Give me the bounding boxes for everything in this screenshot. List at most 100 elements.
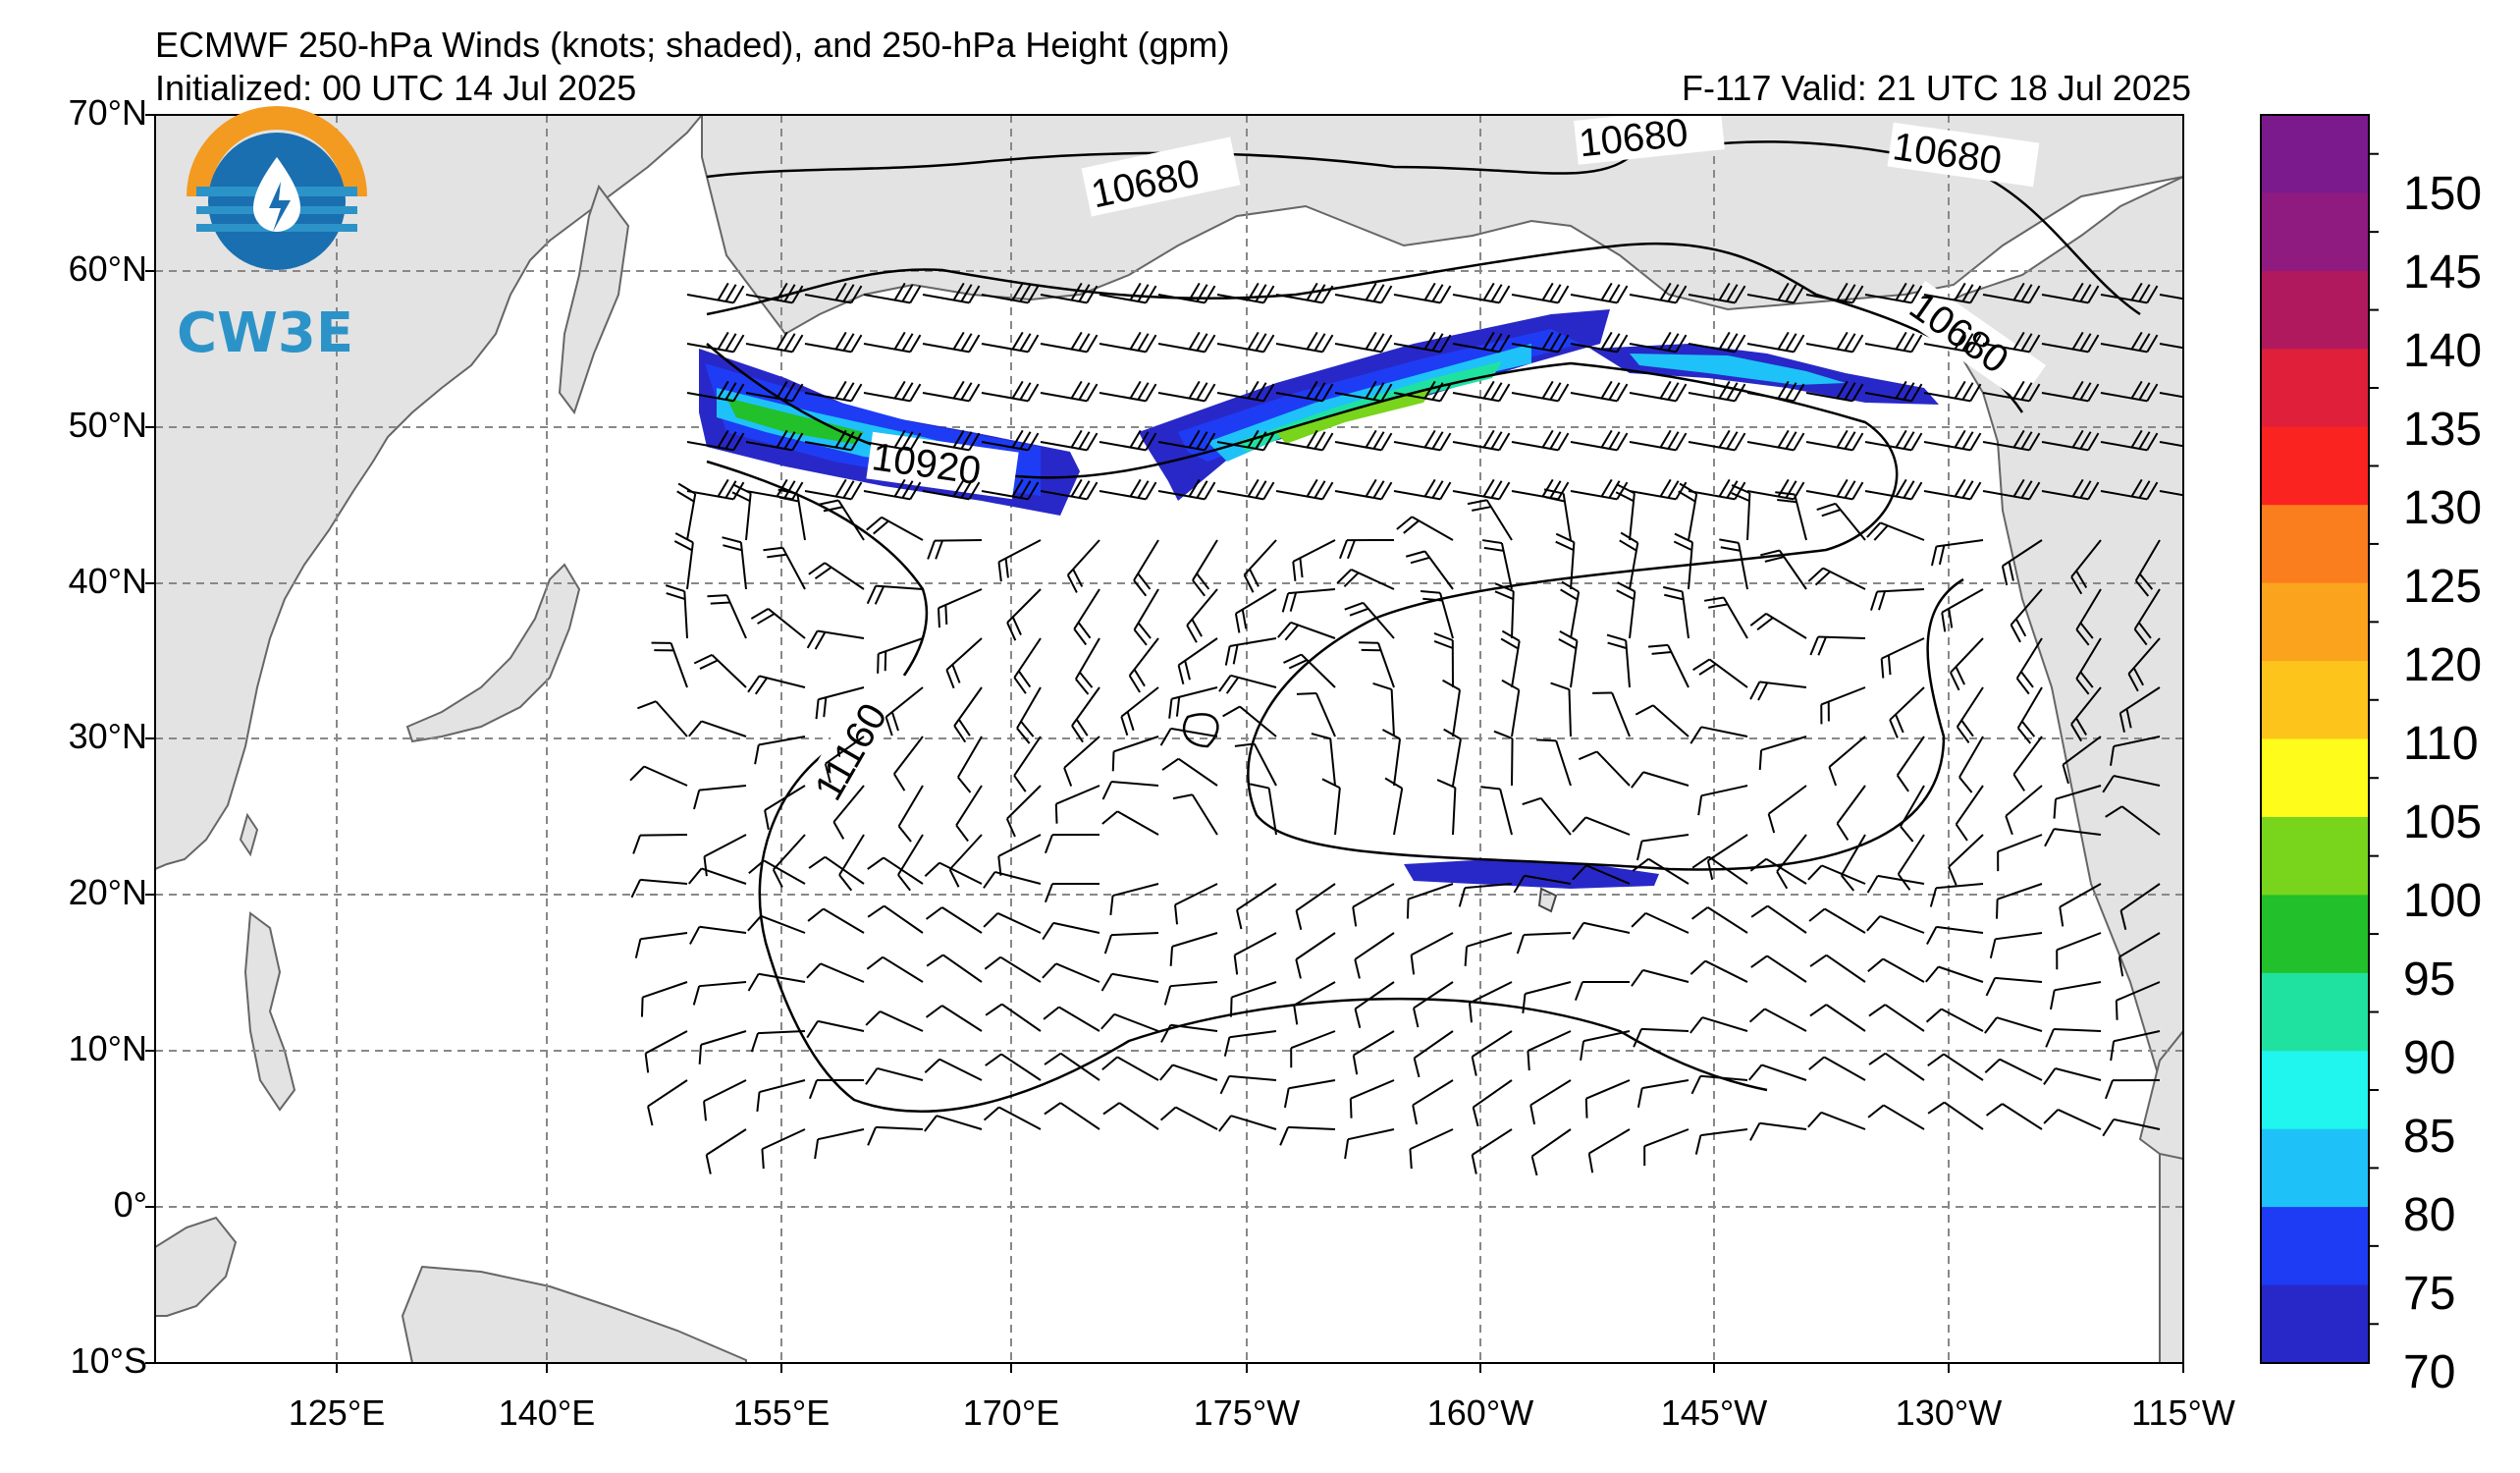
wind-barb-flag <box>2071 282 2084 301</box>
wind-barb <box>1055 962 1100 983</box>
wind-barb <box>897 785 924 827</box>
wind-barb-flag <box>1078 284 1091 302</box>
wind-barb-flag <box>1100 973 1113 992</box>
wind-barb <box>2133 588 2161 630</box>
wind-barb <box>2059 883 2102 908</box>
wind-barb-flag <box>1480 786 1501 791</box>
wind-barb-flag <box>2146 383 2159 402</box>
wind-barb-flag <box>1925 1008 1943 1023</box>
wind-barb-flag <box>2138 333 2151 352</box>
wind-barb-flag <box>1204 334 1216 353</box>
wind-barb-flag <box>732 334 745 353</box>
wind-barb-flag <box>1403 519 1420 534</box>
wind-barb <box>941 1005 983 1032</box>
wind-barb-flag <box>1431 333 1444 352</box>
wind-barb-flag <box>1071 725 1084 743</box>
wind-barb <box>1293 981 1336 1007</box>
wind-barb-flag <box>1137 284 1150 302</box>
wind-barb-flag <box>867 1126 877 1146</box>
wind-barb <box>1006 785 1042 820</box>
wind-barb-flag <box>824 763 831 784</box>
wind-barb-flag <box>842 333 855 352</box>
wind-barb-flag <box>1828 766 1838 787</box>
wind-barb-flag <box>1608 284 1621 302</box>
wind-barb-flag <box>1186 625 1198 643</box>
wind-barb-flag <box>1996 899 1999 919</box>
wind-barb <box>745 294 793 304</box>
wind-barb-flag <box>2012 774 2026 791</box>
wind-barb-flag <box>1572 922 1584 941</box>
wind-barb-flag <box>1380 481 1393 500</box>
wind-barb-flag <box>925 906 943 920</box>
wind-barb-flag <box>1734 481 1746 500</box>
wind-barb-flag <box>764 809 770 830</box>
wind-barb-flag <box>1381 729 1401 740</box>
wind-barb-flag <box>732 481 745 500</box>
wind-barb-flag <box>893 282 906 301</box>
wind-barb-flag <box>1283 1088 1290 1109</box>
wind-barb <box>941 906 983 934</box>
wind-barb <box>823 907 865 934</box>
wind-barb-flag <box>1536 738 1557 742</box>
wind-barb-flag <box>2138 431 2151 450</box>
wind-barb-flag <box>2198 481 2208 498</box>
colorbar-label-120: 120 <box>2403 639 2483 691</box>
colorbar-swatch <box>2261 505 2369 584</box>
wind-barb-flag <box>1867 957 1884 973</box>
wind-barb <box>945 637 983 671</box>
wind-barb <box>773 834 806 871</box>
wind-barb-flag <box>2119 910 2127 930</box>
wind-barb-flag <box>2053 798 2057 819</box>
wind-barb <box>1229 1030 1277 1039</box>
wind-barb <box>1759 1121 1807 1130</box>
wind-barb-flag <box>909 334 922 353</box>
wind-barb-flag <box>2071 429 2084 449</box>
wind-barb-flag <box>1070 282 1083 301</box>
wind-barb <box>1353 1030 1395 1057</box>
wind-barb <box>996 912 1042 934</box>
wind-barb-flag <box>1471 1056 1477 1076</box>
wind-barb <box>686 392 734 403</box>
wind-barb-flag <box>1867 1104 1885 1118</box>
wind-barb-flag <box>1439 432 1452 451</box>
wind-barb-flag <box>776 331 788 351</box>
wind-barb-flag <box>1188 331 1201 351</box>
wind-barb <box>1997 834 2043 853</box>
wind-barb <box>1641 1027 1689 1032</box>
colorbar-swatch <box>2261 192 2369 272</box>
wind-barb-flag <box>778 496 799 503</box>
wind-barb-flag <box>1758 749 1763 770</box>
colorbar-label-105: 105 <box>2403 796 2483 848</box>
wind-barb-flag <box>909 285 922 303</box>
wind-barb <box>863 343 911 354</box>
wind-barb <box>1531 1128 1572 1158</box>
wind-barb-flag <box>1910 383 1923 402</box>
wind-barb-flag <box>637 700 657 710</box>
wind-barb-flag <box>1555 532 1575 544</box>
land-alaska <box>701 115 2183 336</box>
wind-barb-flag <box>2130 380 2143 400</box>
wind-barb <box>640 932 688 941</box>
wind-barb <box>818 686 865 701</box>
wind-barb-flag <box>1667 480 1680 499</box>
wind-barb-flag <box>2028 432 2041 451</box>
wind-barb-flag <box>1137 382 1150 401</box>
wind-barb-flag <box>1632 857 1649 872</box>
wind-barb-flag <box>692 985 701 1006</box>
wind-barb-flag <box>1955 823 1968 842</box>
wind-barb-flag <box>1241 609 1248 629</box>
axis-ticks <box>145 114 2184 1373</box>
wind-barb <box>1362 602 1395 639</box>
wind-barb-flag <box>2133 628 2148 646</box>
wind-barb-flag <box>1775 491 1796 496</box>
wind-barb <box>1133 539 1159 581</box>
wind-barb <box>640 878 688 885</box>
wind-barb-flag <box>1878 590 1887 611</box>
wind-barb-flag <box>1027 383 1040 402</box>
wind-barb <box>1761 1064 1807 1081</box>
wind-barb-flag <box>2105 805 2123 818</box>
wind-barb <box>686 441 734 452</box>
wind-barb-flag <box>1184 660 1191 681</box>
wind-barb-flag <box>834 282 847 301</box>
wind-barb-flag <box>674 532 694 544</box>
